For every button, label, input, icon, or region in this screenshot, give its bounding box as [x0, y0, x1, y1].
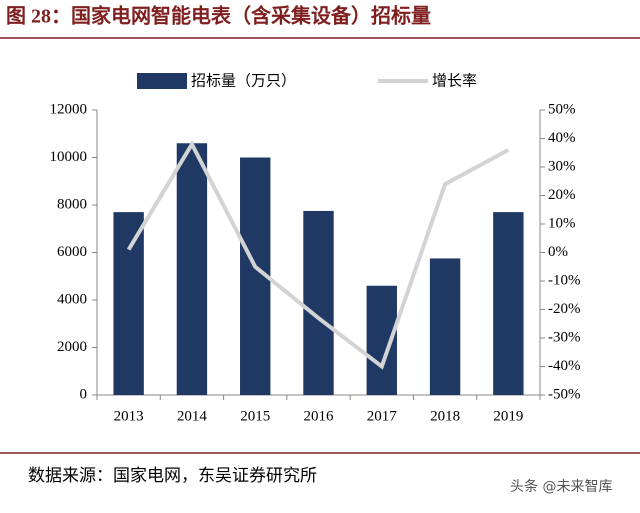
line [126, 140, 510, 370]
y-tick-label: 4000 [57, 291, 87, 307]
legend-label: 招标量（万只） [191, 72, 296, 89]
y2-tick-label: -10% [548, 272, 581, 288]
bar [303, 210, 334, 395]
bar [493, 212, 524, 395]
y-tick-label: 12000 [50, 101, 88, 117]
y-tick-label: 10000 [50, 149, 88, 165]
legend-swatch [137, 73, 187, 89]
y-tick-label: 0 [80, 386, 88, 402]
x-tick-label: 2015 [240, 408, 270, 424]
y2-tick-label: -50% [548, 386, 581, 402]
y2-tick-label: 0% [548, 244, 568, 260]
y2-tick-label: 40% [548, 130, 576, 146]
x-tick-label: 2018 [430, 408, 460, 424]
y2-tick-label: -30% [548, 329, 581, 345]
y2-tick-label: 50% [548, 101, 576, 117]
x-tick-label: 2013 [114, 408, 144, 424]
y-tick-label: 6000 [57, 244, 87, 260]
chart-title: 图 28：国家电网智能电表（含采集设备）招标量 [6, 4, 431, 28]
y2-tick-label: -20% [548, 301, 581, 317]
x-tick-label: 2014 [177, 408, 208, 424]
source: 数据来源：国家电网，东吴证券研究所 [28, 466, 317, 485]
y2-tick-label: 10% [548, 215, 576, 231]
x-tick-label: 2016 [304, 408, 335, 424]
y-tick-label: 8000 [57, 196, 87, 212]
y2-tick-label: 20% [548, 187, 576, 203]
bar [113, 212, 144, 395]
watermark: 头条 @未来智库 [510, 478, 612, 495]
y2-tick-label: -40% [548, 358, 581, 374]
bar [429, 258, 461, 395]
x-tick-label: 2019 [493, 408, 523, 424]
bar [176, 143, 208, 395]
y-tick-label: 2000 [57, 339, 87, 355]
legend-label: 增长率 [432, 72, 477, 89]
x-tick-label: 2017 [367, 408, 398, 424]
y2-tick-label: 30% [548, 158, 576, 174]
